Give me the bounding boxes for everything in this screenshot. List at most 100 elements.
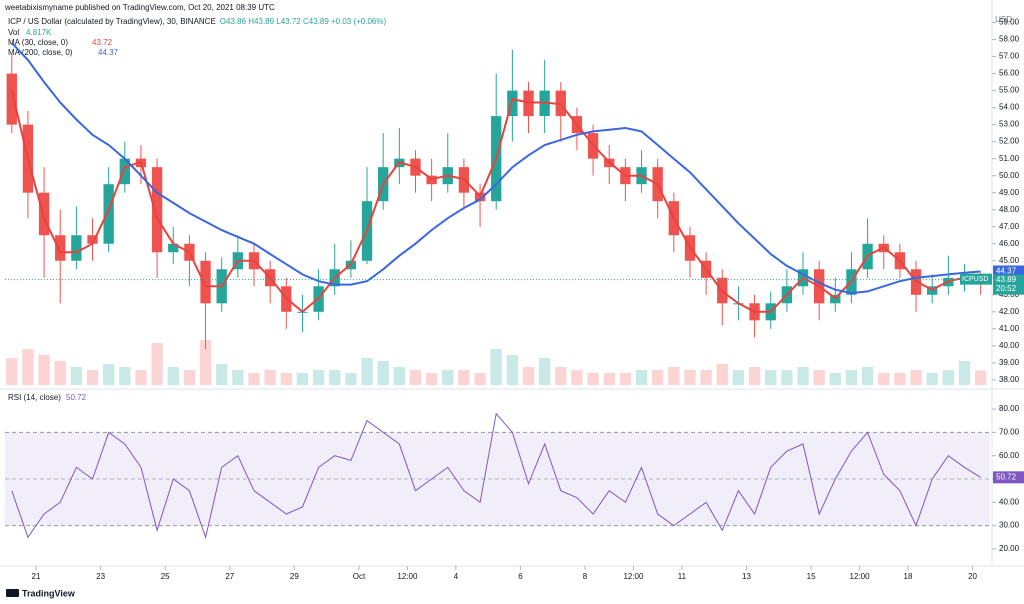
volume-bar (409, 370, 422, 385)
chart-title: ICP / US Dollar (calculated by TradingVi… (8, 17, 216, 26)
volume-bar (845, 370, 858, 385)
rsi-line (11, 412, 981, 540)
candle-body (119, 158, 130, 185)
y-tick-label: 45.00 (999, 256, 1020, 265)
y-tick-label: 38.00 (999, 375, 1020, 384)
x-tick-label: 27 (225, 572, 234, 581)
volume-bar (490, 349, 502, 385)
y-tick-label: 58.00 (999, 35, 1020, 44)
y-tick-label: 46.00 (999, 239, 1020, 248)
volume-bar (312, 370, 325, 385)
volume-bar (668, 367, 680, 385)
volume-bar (603, 373, 615, 385)
y-tick-label: 52.00 (999, 137, 1020, 146)
volume-bar (587, 373, 599, 385)
volume-bar (119, 367, 131, 385)
rsi-y-tick-label: 20.00 (999, 544, 1020, 553)
volume-bar (216, 364, 228, 385)
y-tick-label: 55.00 (999, 86, 1020, 95)
rsi-pane (5, 412, 990, 540)
y-tick-label: 50.00 (999, 171, 1020, 180)
candle-body (6, 73, 17, 125)
candle-body (151, 167, 163, 253)
volume-bar (361, 358, 373, 385)
candle-body (38, 192, 50, 236)
logo: TradingView (6, 588, 76, 598)
volume-bar (781, 370, 793, 385)
x-tick-label: 8 (583, 572, 588, 581)
volume-bar (619, 373, 632, 385)
candle-body (55, 235, 66, 261)
y-tick-label: 57.00 (999, 52, 1020, 61)
last-price-box (993, 274, 1024, 295)
volume-bar (684, 370, 696, 385)
x-tick-label: Oct (353, 572, 366, 581)
volume-bar (458, 370, 470, 385)
y-tick-label: 51.00 (999, 154, 1020, 163)
volume-bar (926, 373, 938, 385)
x-tick-label: 11 (678, 572, 687, 581)
volume-bar (506, 355, 519, 385)
volume-bar (199, 340, 212, 385)
x-tick-label: 6 (518, 572, 523, 581)
volume-bar (958, 361, 971, 385)
y-tick-label: 54.00 (999, 103, 1020, 112)
rsi-value-label: 50.72 (996, 472, 1017, 481)
x-tick-label: 15 (807, 572, 816, 581)
y-tick-label: 39.00 (999, 358, 1020, 367)
volume-bar (474, 373, 486, 385)
last-price-label: 43.89 (996, 275, 1017, 284)
volume-bar (86, 370, 99, 385)
volume-bar (538, 358, 551, 385)
x-tick-label: 21 (32, 572, 41, 581)
volume-bar (748, 367, 761, 385)
volume-bar (70, 367, 83, 385)
moving-average (10, 90, 981, 314)
volume-bar (232, 370, 244, 385)
rsi-legend-value: 50.72 (66, 393, 87, 402)
candle-body (168, 243, 179, 253)
y-tick-label: 40.00 (999, 341, 1020, 350)
x-tick-label: 29 (290, 572, 299, 581)
y-tick-label: 42.00 (999, 307, 1020, 316)
volume-bar (329, 370, 341, 385)
y-tick-label: 59.00 (999, 18, 1020, 27)
volume-bar (167, 367, 179, 385)
y-tick-label: 56.00 (999, 69, 1020, 78)
volume-bar (296, 373, 309, 385)
rsi-y-tick-label: 60.00 (999, 451, 1020, 460)
volume-bar (797, 367, 809, 385)
volume-bar (861, 367, 874, 385)
volume-bar (345, 373, 357, 385)
volume-bar (555, 367, 567, 385)
volume-bar (183, 370, 196, 385)
volume-bar (942, 370, 954, 385)
rsi-y-tick-label: 40.00 (999, 497, 1020, 506)
ma200-legend: MA (200, close, 0) (8, 48, 73, 57)
volume-bar (635, 370, 648, 385)
publisher: weetabixismyname published on TradingVie… (4, 3, 275, 12)
volume-bar (522, 367, 535, 385)
volume-bar (393, 367, 405, 385)
rsi-y-tick-label: 30.00 (999, 521, 1020, 530)
ma200-legend-value: 44.37 (98, 48, 119, 57)
x-tick-label: 12:00 (850, 572, 871, 581)
volume-bar (813, 370, 825, 385)
volume-bar (280, 373, 292, 385)
candle-body (507, 90, 518, 117)
volume-bar (54, 361, 66, 385)
brand: TradingView (22, 588, 76, 598)
volume-bar (765, 370, 777, 385)
volume-bar (6, 358, 18, 385)
x-tick-label: 12:00 (623, 572, 644, 581)
x-tick-label: 20 (968, 572, 977, 581)
candle-body (71, 235, 82, 261)
volume-bar (377, 361, 389, 385)
y-tick-label: 53.00 (999, 120, 1020, 129)
volume-bar (571, 370, 583, 385)
volume-bar (974, 370, 987, 385)
volume-bar (103, 364, 115, 385)
y-tick-label: 49.00 (999, 188, 1020, 197)
ma-price-label: 44.37 (996, 267, 1017, 276)
